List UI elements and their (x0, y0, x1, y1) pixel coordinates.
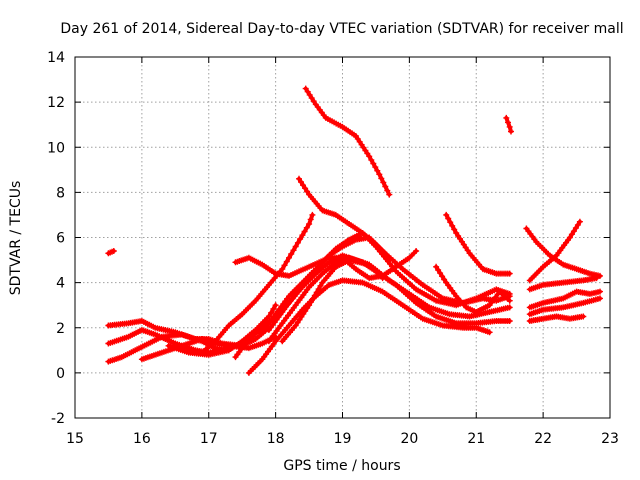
series-arc-25 (526, 313, 587, 324)
series-markers (165, 302, 279, 358)
series-markers (245, 277, 493, 376)
series-markers (433, 263, 513, 315)
y-tick-labels: -2 0 2 4 6 8 10 12 14 (47, 50, 65, 427)
grid (75, 57, 610, 418)
x-tick-label: 18 (267, 431, 285, 447)
y-tick-label: 14 (47, 50, 65, 66)
series-arc-9 (245, 277, 493, 376)
x-tick-label: 15 (66, 431, 84, 447)
y-axis-label: SDTVAR / TECUs (8, 181, 24, 296)
x-tick-label: 23 (601, 431, 619, 447)
data-layer (105, 85, 603, 376)
series-markers (105, 248, 117, 257)
y-tick-label: 6 (56, 231, 65, 247)
series-markers (526, 295, 603, 318)
series-trace (524, 226, 602, 278)
tick-marks (74, 56, 611, 419)
series-arc-6 (165, 302, 279, 358)
series-arc-17 (443, 211, 513, 277)
series-arc-24 (526, 295, 603, 318)
y-tick-label: 10 (47, 140, 65, 156)
series-markers (302, 85, 393, 198)
y-tick-label: 2 (56, 321, 65, 337)
x-tick-label: 16 (133, 431, 151, 447)
series-markers (523, 225, 603, 279)
series-arc-18 (433, 263, 513, 315)
series-arc-20 (523, 225, 603, 279)
series-arc-19 (503, 114, 514, 135)
x-tick-labels: 15 16 17 18 19 20 21 22 23 (66, 431, 619, 447)
series-arc-7 (199, 211, 316, 356)
series-markers (199, 211, 316, 356)
series-markers (503, 114, 514, 135)
series-arc-23 (526, 288, 603, 311)
series-markers (296, 175, 393, 261)
series-arc-1 (105, 248, 117, 257)
x-tick-label: 19 (334, 431, 352, 447)
series-markers (526, 288, 603, 311)
series-arc-22 (526, 275, 600, 293)
y-tick-label: 4 (56, 276, 65, 292)
series-arc-15 (296, 175, 393, 261)
x-tick-label: 17 (200, 431, 218, 447)
series-markers (526, 275, 600, 293)
chart-title: Day 261 of 2014, Sidereal Day-to-day VTE… (60, 21, 623, 37)
x-tick-label: 21 (467, 431, 485, 447)
series-arc-21 (526, 218, 583, 284)
series-markers (526, 218, 583, 284)
series-markers (443, 211, 513, 277)
series-markers (526, 313, 587, 324)
x-tick-label: 22 (534, 431, 552, 447)
y-tick-label: -2 (51, 411, 65, 427)
x-axis-label: GPS time / hours (283, 458, 400, 474)
series-arc-14 (232, 248, 420, 282)
y-tick-label: 8 (56, 185, 65, 201)
series-markers (232, 248, 420, 282)
y-tick-label: 12 (47, 95, 65, 111)
y-tick-label: 0 (56, 366, 65, 382)
series-arc-16 (302, 85, 393, 198)
x-tick-label: 20 (400, 431, 418, 447)
